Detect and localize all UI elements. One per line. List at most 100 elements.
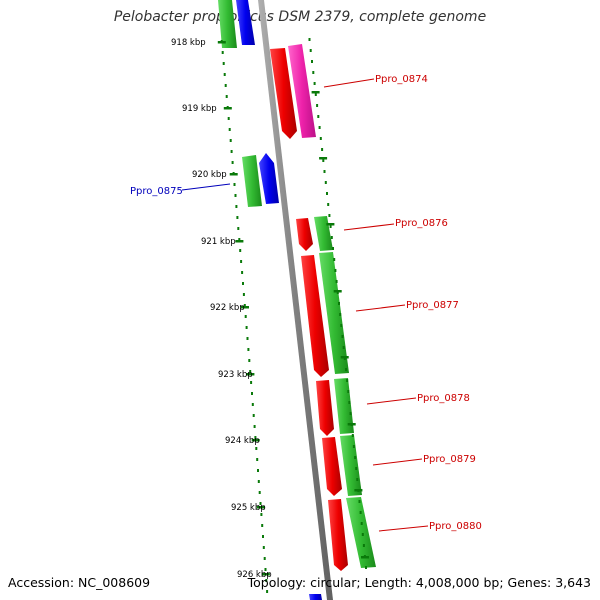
- scale-dot: [262, 546, 265, 549]
- gene-label-ppro-0878[interactable]: Ppro_0878: [417, 393, 470, 404]
- scale-dot: [237, 227, 240, 230]
- scale-dot: [323, 170, 326, 173]
- scale-dot: [229, 139, 232, 142]
- scale-major-tick: [223, 107, 232, 110]
- leader-0877: [355, 304, 406, 312]
- leader-0878: [366, 397, 417, 405]
- scale-dot: [249, 370, 252, 373]
- scale-major-tick: [241, 306, 249, 309]
- scale-dot: [266, 590, 269, 593]
- gene-label-ppro-0874[interactable]: Ppro_0874: [375, 74, 428, 85]
- scale-dot: [225, 95, 228, 98]
- scale-dot: [328, 214, 331, 217]
- cds-green-0875: [242, 155, 262, 207]
- cds-green-0879: [340, 435, 362, 496]
- cds-red-0878: [316, 380, 334, 436]
- scale-dot: [333, 258, 336, 261]
- gene-label-ppro-0880[interactable]: Ppro_0880: [429, 521, 482, 532]
- kbp-label-925: 925 kbp: [231, 503, 266, 513]
- scale-dot: [354, 456, 357, 459]
- genome-summary-text: Topology: circular; Length: 4,008,000 bp…: [247, 575, 591, 590]
- scale-dot: [318, 126, 321, 129]
- scale-dot: [240, 260, 243, 263]
- scale-dot: [258, 491, 261, 494]
- scale-major-tick: [261, 573, 270, 576]
- scale-dot: [245, 326, 248, 329]
- scale-dot: [222, 62, 225, 65]
- scale-dot: [348, 401, 351, 404]
- scale-dot: [316, 104, 319, 107]
- scale-dot: [233, 183, 236, 186]
- right-scale: [308, 38, 369, 569]
- scale-dot: [239, 249, 242, 252]
- scale-dot: [314, 93, 317, 96]
- cds-green-0876: [314, 216, 333, 251]
- gene-label-ppro-0879[interactable]: Ppro_0879: [423, 454, 476, 465]
- scale-major-tick: [340, 356, 349, 359]
- cds-red-0880: [328, 499, 348, 571]
- leader-0875: [181, 183, 231, 191]
- scale-dot: [253, 425, 256, 428]
- scale-major-tick: [354, 489, 363, 492]
- scale-dot: [324, 181, 327, 184]
- scale-dot: [242, 293, 245, 296]
- scale-dot: [346, 379, 349, 382]
- scale-dot: [362, 544, 365, 547]
- scale-major-tick: [311, 91, 320, 94]
- kbp-label-918: 918 kbp: [171, 38, 206, 48]
- scale-dot: [309, 49, 312, 52]
- gene-label-ppro-0875[interactable]: Ppro_0875: [130, 186, 183, 197]
- scale-dot: [327, 203, 330, 206]
- scale-major-tick: [319, 157, 328, 160]
- cds-red-0876: [296, 218, 313, 251]
- scale-dot: [228, 128, 231, 131]
- scale-dot: [227, 117, 230, 120]
- cds-green-top: [218, 0, 237, 48]
- scale-dot: [259, 502, 262, 505]
- left-scale: [217, 40, 270, 593]
- scale-major-tick: [347, 423, 356, 426]
- scale-dot: [361, 533, 364, 536]
- kbp-label-926: 926 kbp: [237, 570, 272, 580]
- kbp-label-920: 920 kbp: [192, 170, 227, 180]
- scale-major-tick: [235, 240, 244, 243]
- scale-dot: [330, 236, 333, 239]
- scale-dot: [251, 403, 254, 406]
- leader-0876: [343, 223, 395, 231]
- scale-dot: [252, 414, 255, 417]
- kbp-label-923: 923 kbp: [218, 370, 253, 380]
- scale-dot: [332, 247, 334, 250]
- scale-dot: [334, 269, 337, 272]
- scale-dot: [261, 524, 264, 527]
- scale-dot: [340, 324, 343, 327]
- gene-label-ppro-0876[interactable]: Ppro_0876: [395, 218, 448, 229]
- scale-dot: [355, 467, 358, 470]
- scale-dot: [329, 225, 332, 228]
- scale-dot: [358, 500, 361, 503]
- scale-major-tick: [217, 41, 226, 44]
- scale-dot: [365, 566, 367, 569]
- scale-major-tick: [361, 556, 369, 559]
- scale-dot: [234, 194, 237, 197]
- kbp-label-919: 919 kbp: [182, 104, 217, 114]
- scale-dot: [244, 315, 247, 318]
- cds-blue-top: [236, 0, 255, 45]
- cds-magenta-0874: [288, 44, 316, 138]
- kbp-label-924: 924 kbp: [225, 436, 260, 446]
- scale-dot: [247, 348, 250, 351]
- scale-dot: [352, 445, 355, 448]
- scale-dot: [238, 238, 241, 241]
- accession-text: Accession: NC_008609: [8, 575, 151, 590]
- cds-green-0877: [319, 252, 349, 374]
- gene-label-ppro-0877[interactable]: Ppro_0877: [406, 300, 459, 311]
- kbp-label-922: 922 kbp: [210, 303, 245, 313]
- gene-labels: Ppro_0874 Ppro_0875 Ppro_0876 Ppro_0877 …: [130, 74, 482, 532]
- scale-major-tick: [333, 290, 342, 293]
- scale-dot: [356, 478, 359, 481]
- leader-0880: [378, 525, 429, 532]
- scale-dot: [311, 60, 313, 63]
- cds-red-0877: [301, 255, 329, 377]
- scale-dot: [262, 535, 264, 538]
